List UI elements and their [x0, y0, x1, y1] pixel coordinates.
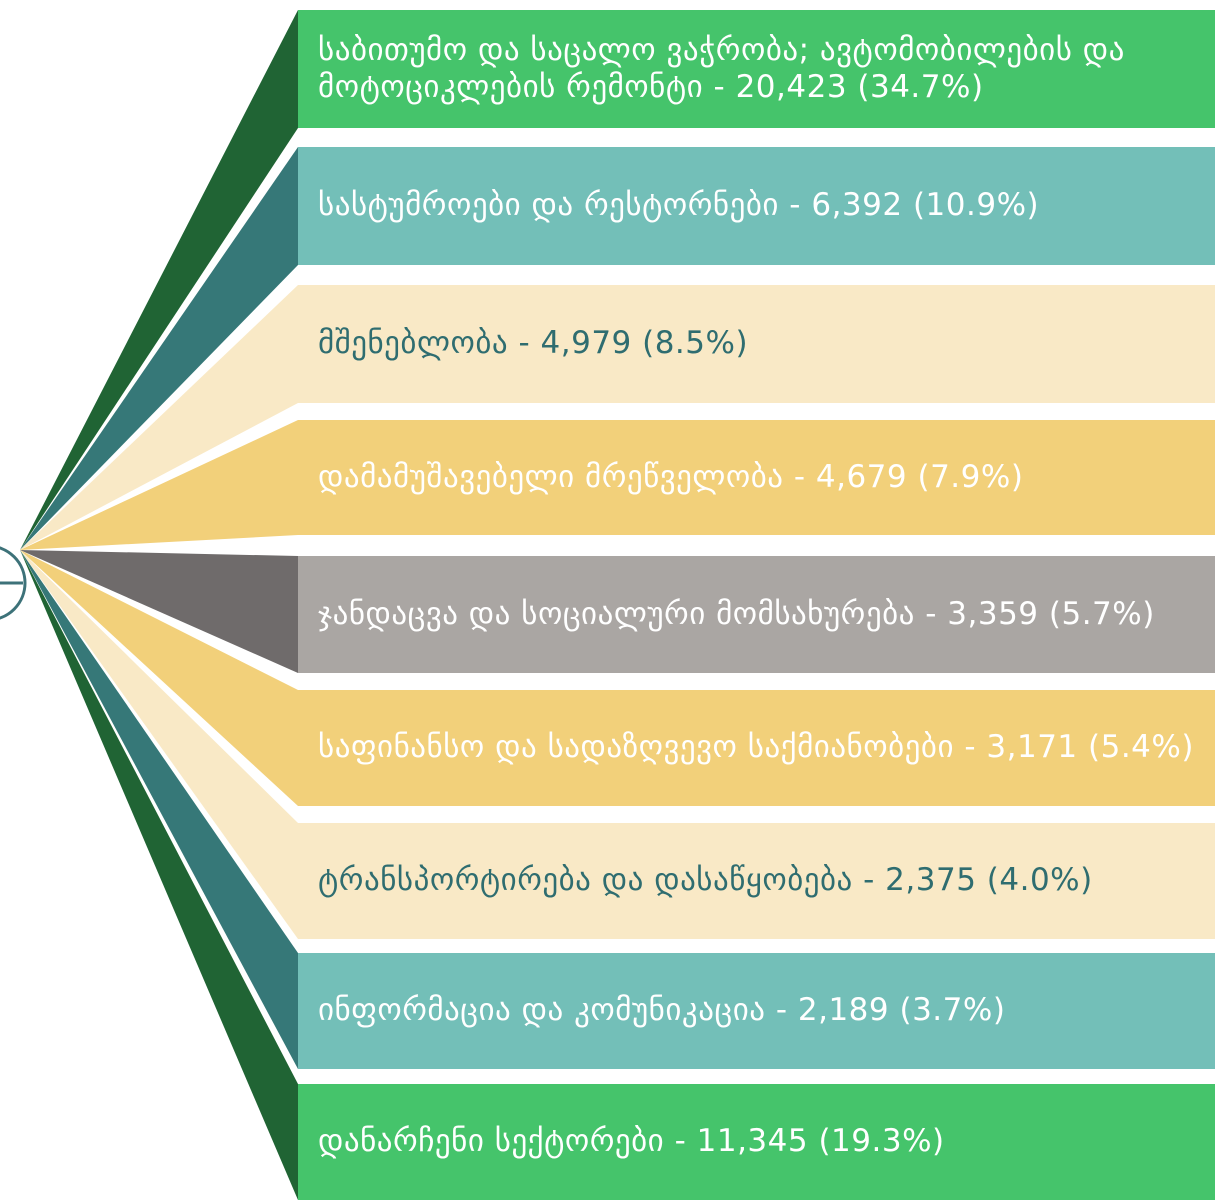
connector-1: [20, 10, 298, 550]
sector-bar-manufacturing: დამამუშავებელი მრეწველობა - 4,679 (7.9%): [298, 420, 1215, 535]
connector-5: [20, 550, 298, 673]
sector-label-manufacturing: დამამუშავებელი მრეწველობა - 4,679 (7.9%): [318, 458, 1024, 495]
sector-bar-trade: საბითუმო და საცალო ვაჭრობა; ავტომობილები…: [298, 10, 1215, 128]
sector-label-construction: მშენებლობა - 4,979 (8.5%): [318, 325, 749, 362]
sector-bar-construction: მშენებლობა - 4,979 (8.5%): [298, 285, 1215, 403]
connector-8: [20, 550, 298, 1069]
sector-label-finance: საფინანსო და სადაზღვევო საქმიანობები - 3…: [318, 729, 1194, 766]
connector-9: [20, 550, 298, 1200]
sector-bar-ict: ინფორმაცია და კომუნიკაცია - 2,189 (3.7%): [298, 953, 1215, 1069]
connector-7: [20, 550, 298, 939]
sector-label-trade: საბითუმო და საცალო ვაჭრობა; ავტომობილები…: [318, 31, 1125, 105]
connector-2: [20, 147, 298, 550]
sector-bar-hotels: სასტუმროები და რესტორნები - 6,392 (10.9%…: [298, 147, 1215, 265]
sector-label-ict: ინფორმაცია და კომუნიკაცია - 2,189 (3.7%): [318, 992, 1006, 1029]
connector-3: [20, 285, 298, 550]
sector-bar-healthcare: ჯანდაცვა და სოციალური მომსახურება - 3,35…: [298, 556, 1215, 673]
sector-bar-finance: საფინანსო და სადაზღვევო საქმიანობები - 3…: [298, 690, 1215, 806]
sector-bar-transport: ტრანსპორტირება და დასაწყობება - 2,375 (4…: [298, 823, 1215, 939]
connector-6: [20, 550, 298, 806]
sector-label-transport: ტრანსპორტირება და დასაწყობება - 2,375 (4…: [318, 862, 1093, 899]
connector-4: [20, 420, 298, 550]
sector-bar-other: დანარჩენი სექტორები - 11,345 (19.3%): [298, 1084, 1215, 1200]
sector-label-healthcare: ჯანდაცვა და სოციალური მომსახურება - 3,35…: [318, 595, 1155, 632]
sector-label-hotels: სასტუმროები და რესტორნები - 6,392 (10.9%…: [318, 187, 1040, 224]
sector-label-other: დანარჩენი სექტორები - 11,345 (19.3%): [318, 1123, 945, 1160]
